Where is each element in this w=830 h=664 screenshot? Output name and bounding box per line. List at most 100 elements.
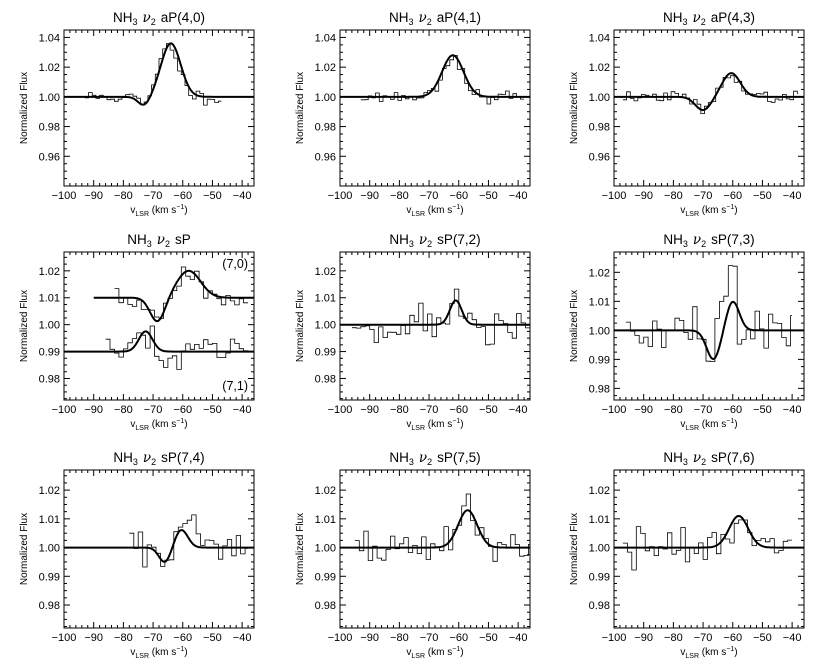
x-title-exp: −1 <box>452 418 460 425</box>
x-title-sub: LSR <box>135 653 149 660</box>
x-title-unit: (km s <box>699 419 726 430</box>
x-tick-label: −90 <box>634 632 653 644</box>
panel-title: NH3 ν2 sP(7,4) <box>113 450 204 467</box>
title-mol: NH <box>113 450 133 465</box>
plot-frame <box>63 29 255 187</box>
y-tick-label: 0.99 <box>589 354 610 366</box>
observed-histogram <box>129 514 249 568</box>
x-title-close: ) <box>184 419 187 430</box>
panel-p41: −100 −90 −80 −70 −60 −50 −40 0.96 0.98 1.00 1.02 1.… <box>295 10 531 218</box>
observed-histogram <box>625 265 793 362</box>
x-tick-label: −80 <box>390 632 409 644</box>
x-tick-label: −80 <box>114 404 133 416</box>
x-tick-label: −90 <box>634 190 653 202</box>
x-tick-label: −100 <box>52 404 77 416</box>
y-axis-title: Normalized Flux <box>569 513 580 585</box>
title-nu-sub: 2 <box>427 17 432 27</box>
x-tick-label: −100 <box>52 190 77 202</box>
y-axis-title: Normalized Flux <box>295 513 306 585</box>
title-transition: sP(7,6) <box>711 450 755 465</box>
title-nu-sub: 2 <box>701 17 706 27</box>
fit-7-1-curve <box>64 330 254 353</box>
y-axis-title: Normalized Flux <box>569 290 580 362</box>
x-title-sub: LSR <box>685 211 699 218</box>
title-nu: ν <box>143 10 151 26</box>
x-tick-label: −100 <box>328 190 353 202</box>
x-tick-label: −60 <box>449 190 468 202</box>
observed-histogram <box>354 493 530 562</box>
x-tick-label: −100 <box>602 190 627 202</box>
observed-histogram <box>351 288 530 346</box>
y-tick-label: 0.99 <box>589 571 610 583</box>
x-title-sub: LSR <box>411 211 425 218</box>
x-axis-title: vLSR (km s−1) <box>130 204 187 218</box>
annotation-label: (7,0) <box>222 257 248 271</box>
y-tick-label: 1.02 <box>39 62 60 74</box>
x-title-exp: −1 <box>726 646 734 653</box>
x-tick-label: −90 <box>360 632 379 644</box>
x-tick-label: −100 <box>52 632 77 644</box>
title-nu: ν <box>419 450 427 466</box>
x-title-sub: LSR <box>135 425 149 432</box>
x-title-v: v <box>406 419 411 430</box>
x-title-close: ) <box>460 205 463 216</box>
traces <box>64 42 254 106</box>
title-transition: aP(4,0) <box>161 10 205 25</box>
traces <box>340 288 530 346</box>
x-tick-label: −100 <box>602 632 627 644</box>
x-axis-title: vLSR (km s−1) <box>680 204 737 218</box>
x-tick-label: −90 <box>634 404 653 416</box>
observed-7-0-histogram <box>114 266 249 319</box>
panel-title: NH3 ν2 aP(4,1) <box>389 10 481 27</box>
x-title-exp: −1 <box>452 646 460 653</box>
x-tick-label: −50 <box>479 404 498 416</box>
title-transition: sP(7,5) <box>437 450 481 465</box>
x-axis-title: vLSR (km s−1) <box>130 646 187 660</box>
x-tick-label: −50 <box>753 404 772 416</box>
x-title-v: v <box>680 419 685 430</box>
x-title-close: ) <box>734 419 737 430</box>
traces <box>614 265 804 362</box>
title-mol: NH <box>389 232 409 247</box>
x-title-sub: LSR <box>411 653 425 660</box>
y-tick-label: 1.01 <box>589 514 610 526</box>
x-tick-label: −60 <box>173 190 192 202</box>
x-title-sub: LSR <box>411 425 425 432</box>
x-tick-label: −40 <box>233 632 252 644</box>
x-tick-label: −70 <box>694 404 713 416</box>
title-mol-sub: 3 <box>683 239 688 249</box>
observed-7-1-histogram <box>105 325 254 370</box>
x-axis-title: vLSR (km s−1) <box>680 646 737 660</box>
title-nu-sub: 2 <box>427 457 432 467</box>
panel-title: NH3 ν2 sP(7,3) <box>663 232 754 249</box>
y-tick-label: 0.98 <box>39 373 60 385</box>
x-tick-label: −50 <box>203 404 222 416</box>
y-axis-title: Normalized Flux <box>19 72 30 144</box>
x-tick-label: −70 <box>420 404 439 416</box>
panel-p40: −100 −90 −80 −70 −60 −50 −40 0.96 0.98 1.00 1.02 1.… <box>19 10 255 218</box>
title-transition: sP(7,4) <box>161 450 205 465</box>
x-title-close: ) <box>734 205 737 216</box>
title-nu-sub: 2 <box>701 239 706 249</box>
plot-frame <box>63 469 255 629</box>
x-title-unit: (km s <box>149 419 176 430</box>
fit-curve <box>340 299 530 326</box>
x-title-exp: −1 <box>176 646 184 653</box>
x-tick-label: −80 <box>390 404 409 416</box>
title-transition: sP(7,2) <box>437 232 481 247</box>
x-tick-label: −80 <box>114 632 133 644</box>
x-tick-label: −90 <box>360 404 379 416</box>
title-mol-sub: 3 <box>409 239 414 249</box>
x-tick-label: −40 <box>509 404 528 416</box>
x-title-sub: LSR <box>685 425 699 432</box>
panel-title: NH3 ν2 aP(4,3) <box>663 10 755 27</box>
fit-7-0-curve <box>93 269 254 323</box>
y-tick-label: 1.02 <box>589 267 610 279</box>
y-tick-label: 0.98 <box>39 600 60 612</box>
title-mol: NH <box>389 450 409 465</box>
x-axis-title: vLSR (km s−1) <box>406 204 463 218</box>
x-title-v: v <box>406 647 411 658</box>
y-tick-label: 1.02 <box>589 485 610 497</box>
x-title-unit: (km s <box>149 647 176 658</box>
